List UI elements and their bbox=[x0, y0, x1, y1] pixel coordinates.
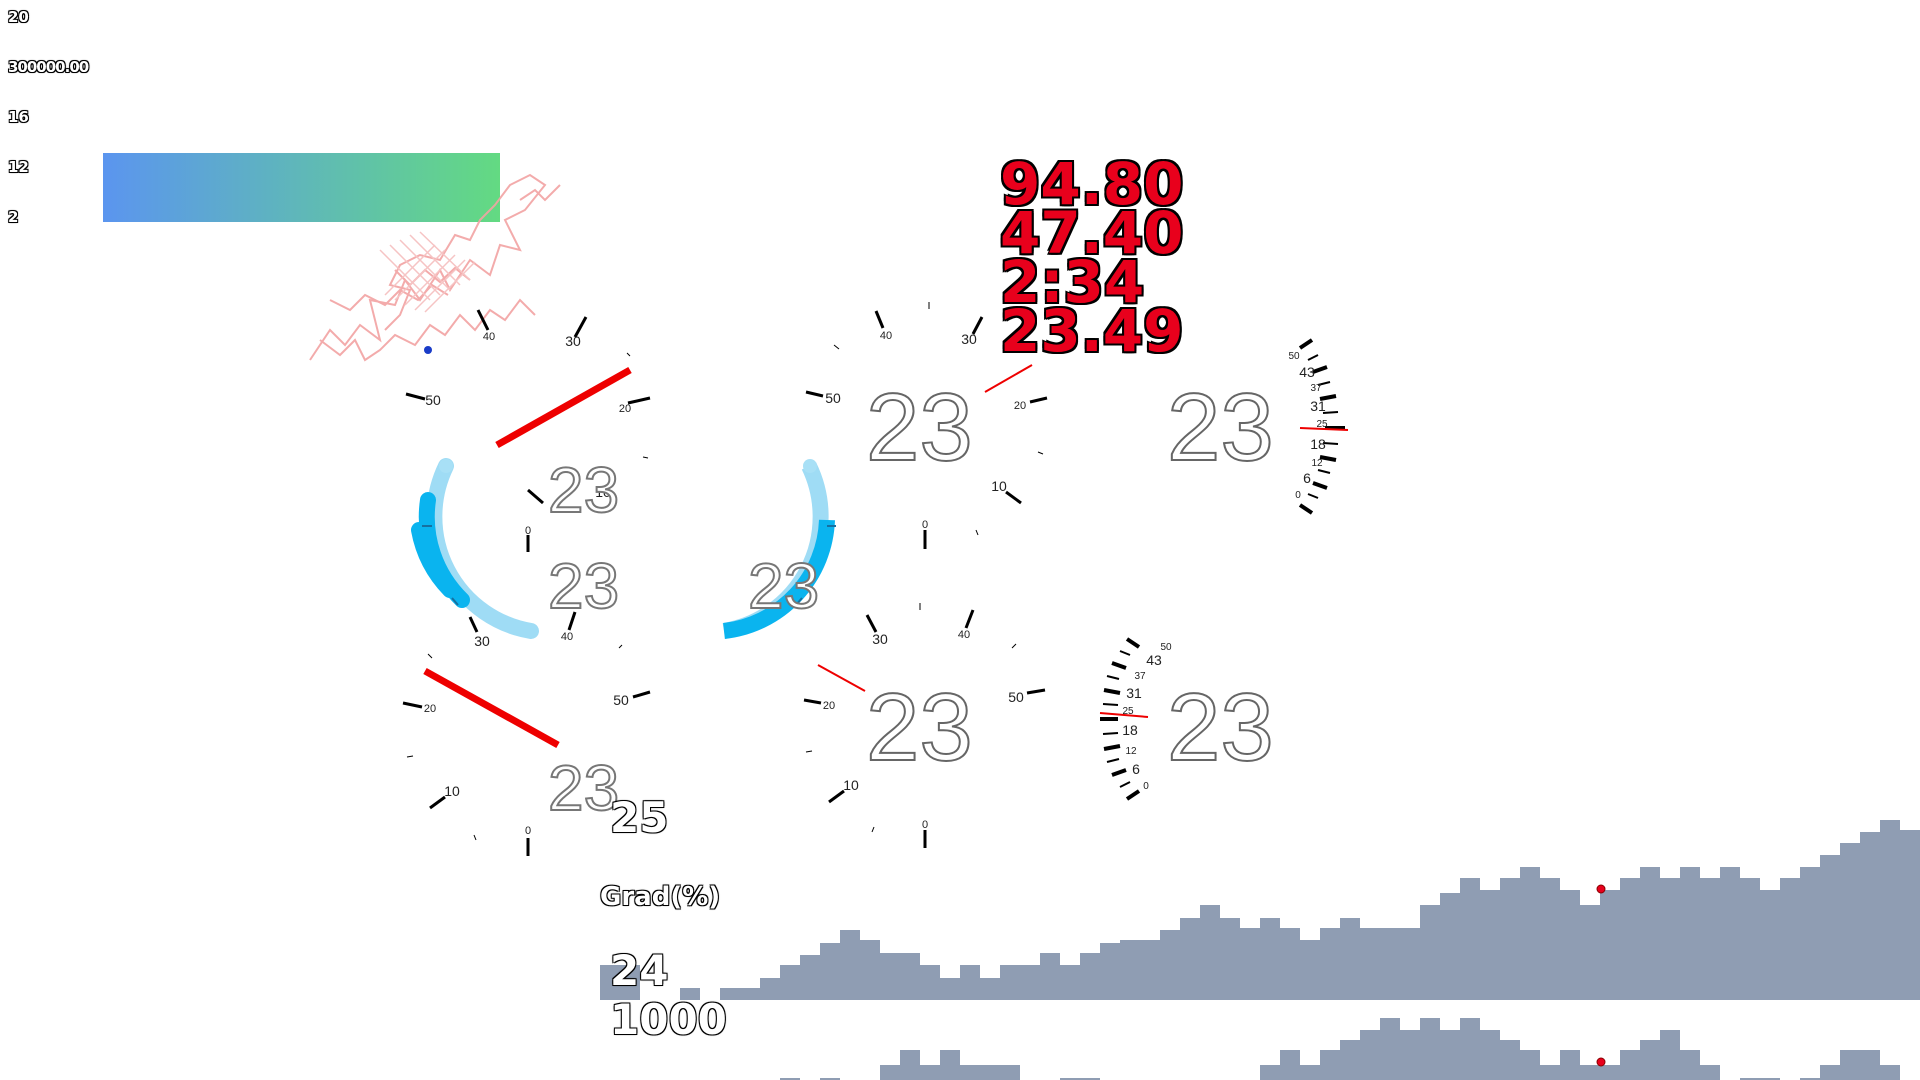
red-readout-4: 23.49 bbox=[1000, 297, 1184, 365]
dial-lc-label-0: 0 bbox=[922, 819, 928, 831]
red-readout-1: 94.80 bbox=[1000, 150, 1184, 218]
strip-u-label-0: 0 bbox=[1295, 490, 1301, 501]
dial-lc-needle bbox=[817, 664, 866, 692]
dial-lower-left bbox=[402, 611, 651, 856]
dial-ul-label-30: 30 bbox=[565, 333, 581, 349]
dial-ll-label-40: 40 bbox=[561, 631, 573, 643]
red-readouts: 94.80 47.40 2:34 23.49 bbox=[1000, 150, 1184, 365]
stat-1: 20 bbox=[8, 8, 29, 26]
dial-ul-label-0: 0 bbox=[525, 525, 531, 537]
dial-ll-label-50: 50 bbox=[613, 692, 629, 708]
strip-u-label-31: 31 bbox=[1310, 398, 1326, 414]
speed-value-e: 23 bbox=[1166, 374, 1275, 481]
distance-value: 1000 bbox=[610, 995, 727, 1044]
dial-uc-needle bbox=[984, 364, 1033, 393]
elevation-profile-lower bbox=[780, 1018, 1900, 1080]
strip-l-label-43: 43 bbox=[1146, 652, 1162, 668]
strip-l-label-37: 37 bbox=[1134, 671, 1146, 682]
speed-value-a: 23 bbox=[547, 454, 620, 526]
blue-arc-left bbox=[411, 458, 539, 639]
red-readout-2: 47.40 bbox=[1000, 199, 1184, 267]
dial-ul-label-40: 40 bbox=[483, 331, 495, 343]
strip-l-label-6: 6 bbox=[1132, 761, 1140, 777]
dial-upper-left bbox=[405, 309, 651, 552]
strip-l-label-12: 12 bbox=[1125, 746, 1137, 757]
dial-lc-label-10: 10 bbox=[843, 777, 859, 793]
dial-ul-label-10: 10 bbox=[595, 484, 611, 500]
dial-uc-label-10: 10 bbox=[991, 478, 1007, 494]
elevation-marker-upper bbox=[1596, 884, 1606, 894]
speed-value-g: 23 bbox=[1166, 674, 1275, 781]
dial-ul-label-50: 50 bbox=[425, 392, 441, 408]
route-trace-hatch bbox=[379, 231, 476, 313]
stat-5: 2 bbox=[8, 208, 19, 226]
strip-l-label-31: 31 bbox=[1126, 685, 1142, 701]
strip-u-label-50: 50 bbox=[1288, 351, 1300, 362]
dial-upper-center bbox=[805, 302, 1048, 549]
strip-gauge-upper-needle bbox=[1299, 427, 1349, 431]
strip-l-label-25: 25 bbox=[1122, 706, 1134, 717]
dial-uc-label-20: 20 bbox=[1014, 400, 1026, 412]
route-trace bbox=[309, 173, 561, 362]
grade-value: 25 bbox=[610, 793, 669, 842]
strip-u-label-18: 18 bbox=[1310, 436, 1326, 452]
speed-value-a2: 23 bbox=[547, 550, 620, 622]
dial-ll-label-20: 20 bbox=[424, 703, 436, 715]
dial-lower-center bbox=[803, 603, 1046, 848]
strip-u-label-37: 37 bbox=[1310, 383, 1322, 394]
speed-value-b: 23 bbox=[747, 550, 820, 622]
dial-ll-label-0: 0 bbox=[525, 825, 531, 837]
dial-ul-needle bbox=[495, 366, 632, 449]
strip-gauge-lower-needle bbox=[1099, 712, 1149, 718]
dial-uc-label-40: 40 bbox=[880, 330, 892, 342]
dial-uc-label-50: 50 bbox=[825, 390, 841, 406]
strip-gauge-lower-minor bbox=[1102, 650, 1131, 788]
gradient-bar bbox=[103, 153, 500, 222]
dial-ul-label-20: 20 bbox=[619, 403, 631, 415]
elevation-profile-upper bbox=[600, 820, 1920, 1000]
dial-lc-label-20: 20 bbox=[823, 700, 835, 712]
dial-ll-label-30: 30 bbox=[474, 633, 490, 649]
strip-gauge-upper-minor bbox=[1307, 354, 1339, 499]
red-readout-3: 2:34 bbox=[1000, 248, 1145, 316]
dial-ll-needle bbox=[423, 667, 560, 749]
grade-label: Grad(%) bbox=[600, 882, 721, 912]
strip-l-label-50: 50 bbox=[1160, 642, 1172, 653]
dial-ll-label-10: 10 bbox=[444, 783, 460, 799]
elevation-value: 24 bbox=[610, 946, 669, 995]
strip-u-label-6: 6 bbox=[1303, 470, 1311, 486]
stat-3: 16 bbox=[8, 108, 29, 126]
speed-value-d: 23 bbox=[865, 374, 974, 481]
strip-u-label-12: 12 bbox=[1311, 458, 1323, 469]
strip-gauge-upper bbox=[1298, 338, 1345, 515]
blue-arc-right bbox=[722, 459, 835, 639]
elevation-marker-lower bbox=[1596, 1057, 1606, 1067]
strip-u-label-25: 25 bbox=[1316, 419, 1328, 430]
dial-lc-label-40: 40 bbox=[958, 629, 970, 641]
dial-uc-needle-tip bbox=[1003, 338, 1030, 353]
speed-value-f: 23 bbox=[865, 674, 974, 781]
strip-u-label-43: 43 bbox=[1299, 364, 1315, 380]
dial-uc-label-30: 30 bbox=[961, 331, 977, 347]
dial-lc-label-30: 30 bbox=[872, 631, 888, 647]
speed-value-c: 23 bbox=[547, 752, 620, 824]
strip-gauge-lower bbox=[1100, 637, 1141, 801]
dial-uc-label-0: 0 bbox=[922, 519, 928, 531]
stat-4: 12 bbox=[8, 158, 29, 176]
strip-l-label-18: 18 bbox=[1122, 722, 1138, 738]
stat-2: 300000.00 bbox=[8, 58, 89, 76]
route-position-dot bbox=[424, 346, 432, 354]
dial-lc-label-50: 50 bbox=[1008, 689, 1024, 705]
strip-l-label-0: 0 bbox=[1143, 781, 1149, 792]
